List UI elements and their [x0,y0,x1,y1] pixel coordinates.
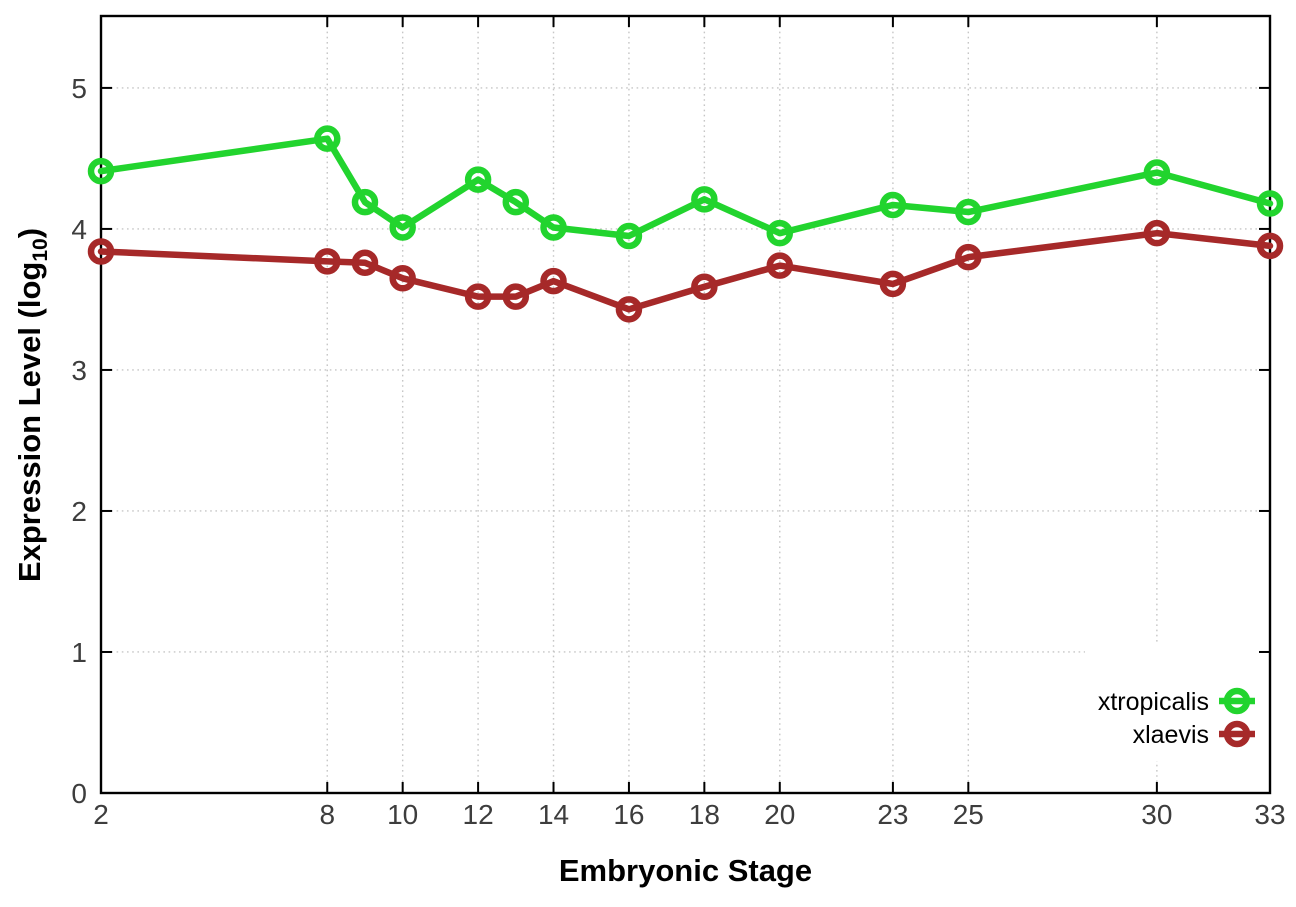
data-point-xtropicalis-25 [955,198,982,226]
legend-sample-marker-xtropicalis [1223,687,1251,715]
x-tick-label: 33 [1254,799,1285,830]
data-point-xtropicalis-30 [1143,159,1171,186]
y-tick-label: 0 [71,778,87,809]
data-point-xlaevis-23 [879,270,907,298]
x-tick-label: 12 [463,799,494,830]
data-point-xtropicalis-8 [314,125,341,152]
y-tick-label: 5 [71,73,87,104]
data-point-xtropicalis-2 [87,157,115,185]
data-point-xlaevis-10 [389,265,416,292]
data-point-xtropicalis-23 [879,191,907,219]
x-tick-label: 25 [953,799,984,830]
data-point-xtropicalis-33 [1256,190,1284,217]
data-point-xlaevis-18 [691,273,718,301]
data-point-xlaevis-13 [502,283,530,310]
data-point-xtropicalis-20 [766,219,794,247]
x-tick-label: 23 [877,799,908,830]
data-point-xtropicalis-14 [540,214,567,241]
legend-label-xlaevis: xlaevis [1133,721,1209,749]
data-point-xtropicalis-9 [351,188,379,216]
legend-sample-marker-xlaevis [1223,720,1251,748]
x-tick-label: 14 [538,799,569,830]
data-point-xlaevis-20 [766,252,794,279]
y-tick-label: 2 [71,496,87,527]
x-tick-label: 8 [319,799,335,830]
data-point-xtropicalis-13 [502,188,530,216]
y-tick-label: 3 [71,355,87,386]
x-tick-label: 18 [689,799,720,830]
data-point-xlaevis-12 [464,283,492,310]
y-tick-label: 1 [71,637,87,668]
x-axis-title: Embryonic Stage [559,853,812,888]
x-tick-label: 16 [613,799,644,830]
data-point-xtropicalis-16 [615,222,643,250]
data-point-xlaevis-30 [1143,219,1171,247]
data-point-xlaevis-8 [314,248,341,275]
plot-border [99,14,1272,795]
x-tick-label: 2 [93,799,109,830]
data-point-xlaevis-2 [87,238,115,265]
x-tick-label: 30 [1141,799,1172,830]
y-tick-label: 4 [71,214,87,245]
y-axis-title: Expression Level (log10) [12,228,52,582]
data-point-xtropicalis-12 [464,166,492,193]
data-point-xlaevis-9 [351,249,379,277]
data-point-xtropicalis-10 [389,214,416,241]
data-point-xlaevis-33 [1256,232,1284,260]
x-tick-label: 10 [387,799,418,830]
legend-label-xtropicalis: xtropicalis [1098,688,1209,716]
data-point-xlaevis-25 [955,243,982,271]
x-tick-label: 20 [764,799,795,830]
data-point-xtropicalis-18 [691,186,718,213]
data-point-xlaevis-14 [540,267,567,295]
data-point-xlaevis-16 [615,296,643,323]
